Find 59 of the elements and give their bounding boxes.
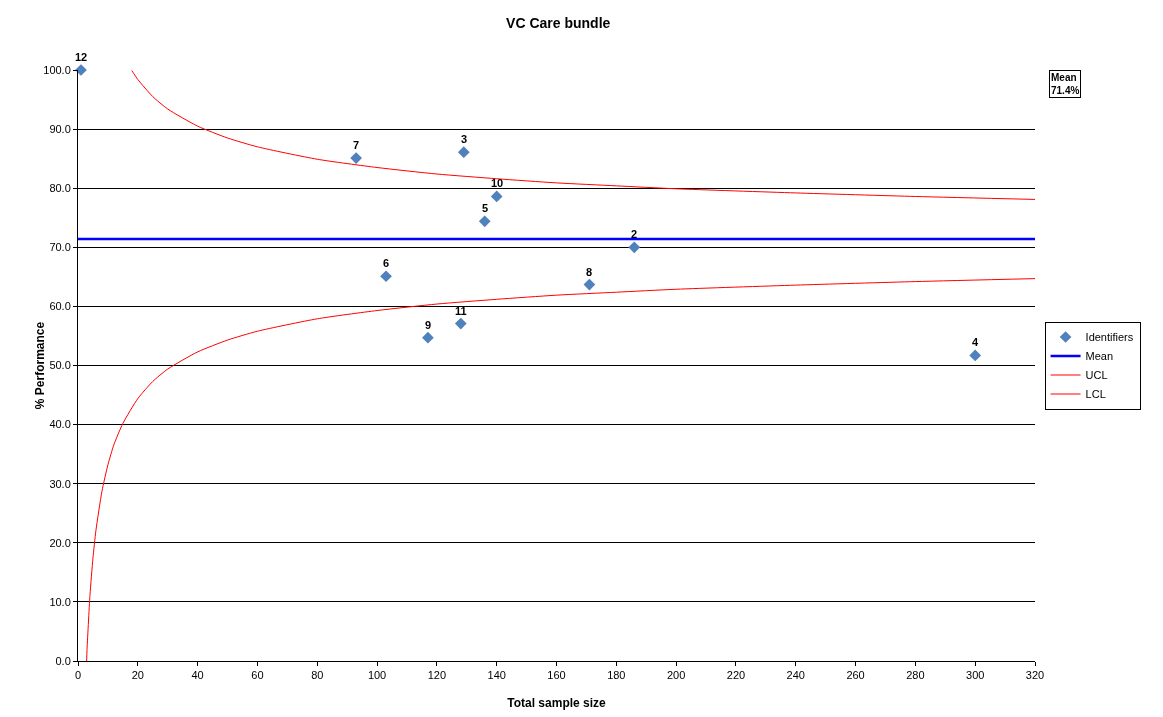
annotation: 5 — [482, 202, 489, 214]
annotation: 12 — [75, 51, 88, 63]
y-tick-label: 30.0 — [49, 477, 71, 490]
legend-label: UCL — [1085, 369, 1108, 382]
y-tick-label: 80.0 — [49, 182, 71, 195]
x-tick-label: 160 — [547, 669, 566, 682]
annotation: 3 — [461, 133, 468, 145]
y-tick-label: 100.0 — [43, 63, 71, 76]
point — [583, 278, 596, 291]
x-tick-label: 140 — [487, 669, 506, 682]
annotation: 7 — [353, 139, 360, 151]
annotation: 8 — [586, 266, 593, 278]
legend-label: Mean — [1085, 350, 1114, 363]
point — [969, 349, 982, 362]
legend-label: LCL — [1085, 388, 1106, 401]
point — [478, 215, 491, 228]
x-tick-label: 120 — [427, 669, 447, 682]
point — [628, 241, 641, 254]
y-tick-label: 50.0 — [49, 359, 71, 372]
point — [422, 331, 434, 344]
point — [490, 190, 503, 203]
x-axis-title: Total sample size — [507, 696, 607, 710]
text: Mean 71.4% — [1051, 72, 1080, 96]
x-tick-label: 100 — [367, 669, 387, 682]
x-tick-label: 280 — [906, 669, 925, 682]
x-tick-label: 20 — [131, 669, 144, 682]
x-tick-label: 180 — [607, 669, 626, 682]
y-tick-label: 40.0 — [49, 418, 71, 431]
chart-title: VC Care bundle — [506, 14, 611, 31]
annotation: 9 — [425, 319, 432, 331]
annotation: 2 — [631, 228, 638, 240]
legend-label: Identifiers — [1085, 331, 1134, 344]
point — [350, 152, 362, 164]
point — [457, 146, 470, 158]
y-axis-title: % Performance — [33, 321, 47, 410]
x-tick-label: 0 — [74, 669, 82, 682]
x-tick-label: 240 — [786, 669, 805, 682]
annotation: 11 — [455, 305, 467, 317]
point — [380, 270, 392, 283]
x-tick-label: 80 — [311, 669, 324, 682]
line-series — [86, 278, 1035, 661]
x-tick-label: 200 — [666, 669, 686, 682]
annotation: 4 — [972, 336, 979, 348]
x-tick-label: 220 — [726, 669, 746, 682]
x-tick-label: 60 — [251, 669, 264, 682]
x-tick-label: 260 — [846, 669, 865, 682]
x-tick-label: 300 — [966, 669, 985, 682]
y-tick-label: 20.0 — [49, 536, 71, 549]
y-tick-label: 60.0 — [49, 300, 71, 313]
y-tick-label: 0.0 — [55, 654, 71, 667]
x-tick-label: 320 — [1025, 669, 1045, 682]
y-tick-label: 10.0 — [49, 595, 71, 608]
y-tick-label: 90.0 — [49, 122, 71, 135]
annotation: 6 — [383, 257, 390, 269]
y-tick-label: 70.0 — [49, 241, 71, 254]
line-series — [131, 70, 1035, 200]
point — [454, 317, 467, 330]
x-tick-label: 40 — [191, 669, 204, 682]
annotation: 10 — [491, 177, 504, 189]
